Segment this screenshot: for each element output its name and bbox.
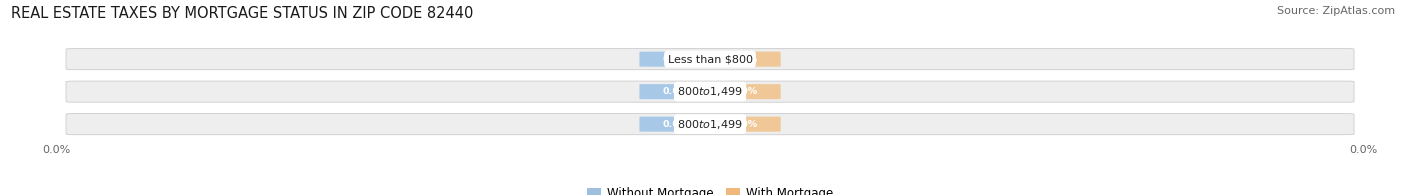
FancyBboxPatch shape — [709, 52, 780, 67]
FancyBboxPatch shape — [66, 81, 1354, 102]
FancyBboxPatch shape — [66, 49, 1354, 70]
Text: 0.0%: 0.0% — [662, 55, 689, 64]
Text: Less than $800: Less than $800 — [668, 54, 752, 64]
Legend: Without Mortgage, With Mortgage: Without Mortgage, With Mortgage — [582, 182, 838, 195]
Text: $800 to $1,499: $800 to $1,499 — [678, 85, 742, 98]
Text: 0.0%: 0.0% — [731, 120, 758, 129]
FancyBboxPatch shape — [709, 84, 780, 99]
Text: 0.0%: 0.0% — [731, 55, 758, 64]
Text: REAL ESTATE TAXES BY MORTGAGE STATUS IN ZIP CODE 82440: REAL ESTATE TAXES BY MORTGAGE STATUS IN … — [11, 6, 474, 21]
FancyBboxPatch shape — [640, 117, 711, 132]
FancyBboxPatch shape — [640, 52, 711, 67]
Text: 0.0%: 0.0% — [662, 120, 689, 129]
Text: 0.0%: 0.0% — [731, 87, 758, 96]
FancyBboxPatch shape — [709, 117, 780, 132]
Text: Source: ZipAtlas.com: Source: ZipAtlas.com — [1277, 6, 1395, 16]
Text: $800 to $1,499: $800 to $1,499 — [678, 118, 742, 131]
Text: 0.0%: 0.0% — [662, 87, 689, 96]
FancyBboxPatch shape — [640, 84, 711, 99]
FancyBboxPatch shape — [66, 113, 1354, 135]
